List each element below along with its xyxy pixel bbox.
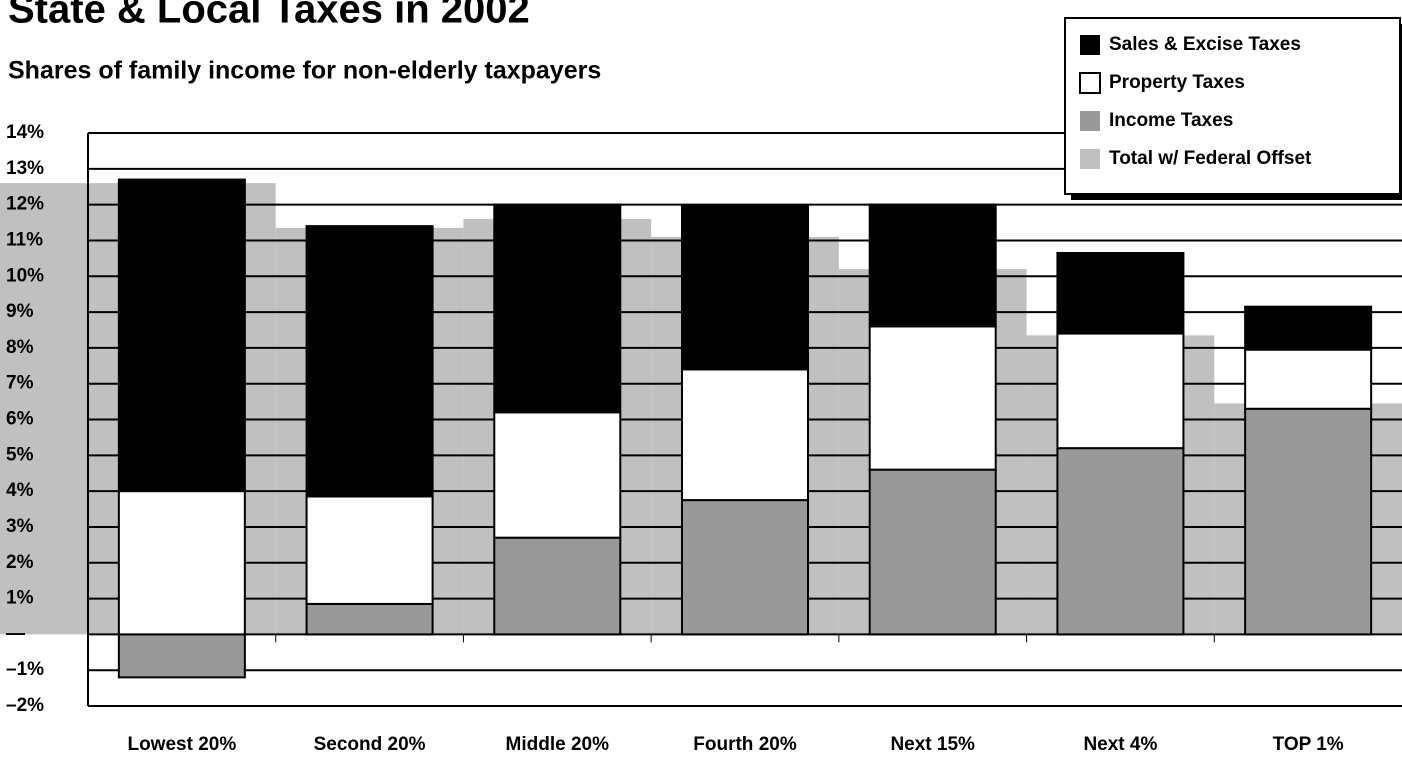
- y-tick-label: 12%: [6, 194, 44, 215]
- bar-segment: [1244, 305, 1373, 351]
- legend-label: Income Taxes: [1109, 110, 1233, 131]
- bar-segment: [1056, 251, 1185, 335]
- bar-segment: [117, 490, 246, 636]
- x-tick-label: Middle 20%: [506, 734, 610, 755]
- legend-label: Property Taxes: [1109, 72, 1245, 93]
- bar-segment: [493, 203, 622, 414]
- legend-swatch: [1080, 35, 1100, 55]
- chart-subtitle: Shares of family income for non-elderly …: [8, 57, 601, 85]
- bar-segment: [868, 325, 997, 471]
- y-tick-label: 3%: [6, 516, 34, 537]
- y-tick-label: 14%: [6, 122, 44, 143]
- y-tick-label: 8%: [6, 337, 34, 358]
- bar-segment: [681, 205, 809, 371]
- bar-segment: [305, 495, 434, 605]
- y-tick-label: –1%: [6, 659, 44, 680]
- legend-swatch: [1080, 111, 1100, 131]
- y-tick-label: 2%: [6, 552, 34, 573]
- bar-segment: [1244, 348, 1373, 410]
- x-tick-label: Fourth 20%: [693, 734, 797, 755]
- x-tick-label: Lowest 20%: [127, 734, 236, 755]
- y-tick-label: 6%: [6, 409, 34, 430]
- bar-segment: [117, 178, 246, 493]
- x-tick-label: Next 4%: [1083, 734, 1157, 755]
- bar-segment: [1244, 407, 1373, 636]
- legend: [1064, 17, 1401, 195]
- bar-segment: [1056, 332, 1185, 450]
- bar-segment: [868, 203, 997, 328]
- bar-segment: [117, 633, 246, 679]
- bar-segment: [305, 602, 434, 636]
- y-tick-label: 9%: [6, 301, 34, 322]
- y-tick-label: —: [6, 623, 25, 644]
- legend-label: Total w/ Federal Offset: [1109, 148, 1312, 169]
- y-tick-label: 10%: [6, 265, 44, 286]
- y-tick-label: –2%: [6, 695, 44, 716]
- bar-segment: [493, 536, 622, 636]
- y-tick-label: 13%: [6, 158, 44, 179]
- bar-segment: [493, 411, 622, 539]
- bar-segment: [305, 225, 434, 498]
- legend-swatch: [1079, 72, 1101, 94]
- y-tick-label: 4%: [6, 480, 34, 501]
- bar-segment: [681, 368, 809, 502]
- legend-label: Sales & Excise Taxes: [1109, 34, 1301, 55]
- legend-swatch: [1080, 149, 1100, 169]
- y-tick-label: 5%: [6, 444, 34, 465]
- bar-segment: [681, 499, 809, 636]
- y-tick-label: 1%: [6, 588, 34, 609]
- y-tick-label: 11%: [6, 229, 43, 250]
- x-tick-label: Next 15%: [890, 734, 975, 755]
- bar-segment: [1056, 447, 1185, 636]
- x-tick-label: TOP 1%: [1273, 734, 1344, 755]
- y-tick-label: 7%: [6, 373, 34, 394]
- chart-title: State & Local Taxes in 2002: [8, 0, 530, 32]
- x-tick-label: Second 20%: [314, 734, 426, 755]
- bar-segment: [868, 468, 997, 636]
